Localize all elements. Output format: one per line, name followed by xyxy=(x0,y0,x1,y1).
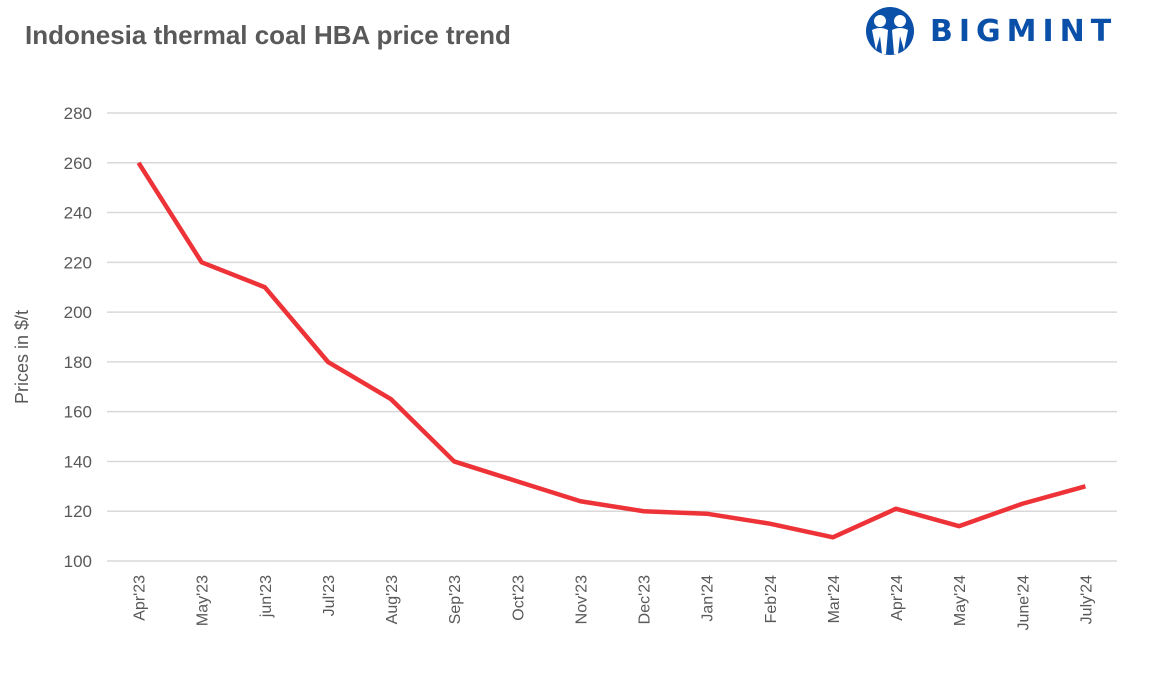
chart-title: Indonesia thermal coal HBA price trend xyxy=(25,20,511,50)
logo-text: BIGMINT xyxy=(930,13,1118,49)
x-tick-label: Mar'24 xyxy=(826,575,843,624)
x-tick-label: Jan'24 xyxy=(700,575,717,622)
x-tick-label: May'24 xyxy=(952,575,969,626)
y-tick-label: 240 xyxy=(64,204,92,223)
y-tick-label: 280 xyxy=(64,104,92,123)
x-tick-label: Sep'23 xyxy=(447,575,464,624)
logo-emblem-icon xyxy=(866,7,914,55)
y-tick-label: 180 xyxy=(64,353,92,372)
y-tick-label: 140 xyxy=(64,452,92,471)
x-tick-label: Apr'23 xyxy=(132,575,149,621)
x-tick-label: Nov'23 xyxy=(573,575,590,624)
x-tick-label: Dec'23 xyxy=(637,575,654,624)
x-tick-label: May'23 xyxy=(195,575,212,626)
y-tick-label: 220 xyxy=(64,253,92,272)
y-tick-label: 160 xyxy=(64,403,92,422)
x-tick-label: June'24 xyxy=(1015,575,1032,631)
series-line xyxy=(136,161,1087,540)
x-tick-label: Feb'24 xyxy=(763,575,780,624)
x-tick-label: July'24 xyxy=(1078,575,1095,624)
y-tick-label: 260 xyxy=(64,154,92,173)
y-tick-label: 100 xyxy=(64,552,92,571)
x-tick-label: Jul'23 xyxy=(321,575,338,616)
x-tick-label: Oct'23 xyxy=(510,575,527,621)
y-axis-label: Prices in $/t xyxy=(12,310,32,404)
x-tick-label: jun'23 xyxy=(258,575,275,618)
bigmint-logo: BIGMINT xyxy=(864,6,1117,56)
x-tick-label: Aug'23 xyxy=(384,575,401,624)
y-tick-label: 120 xyxy=(64,502,92,521)
y-tick-label: 200 xyxy=(64,303,92,322)
x-tick-label: Apr'24 xyxy=(889,575,906,621)
